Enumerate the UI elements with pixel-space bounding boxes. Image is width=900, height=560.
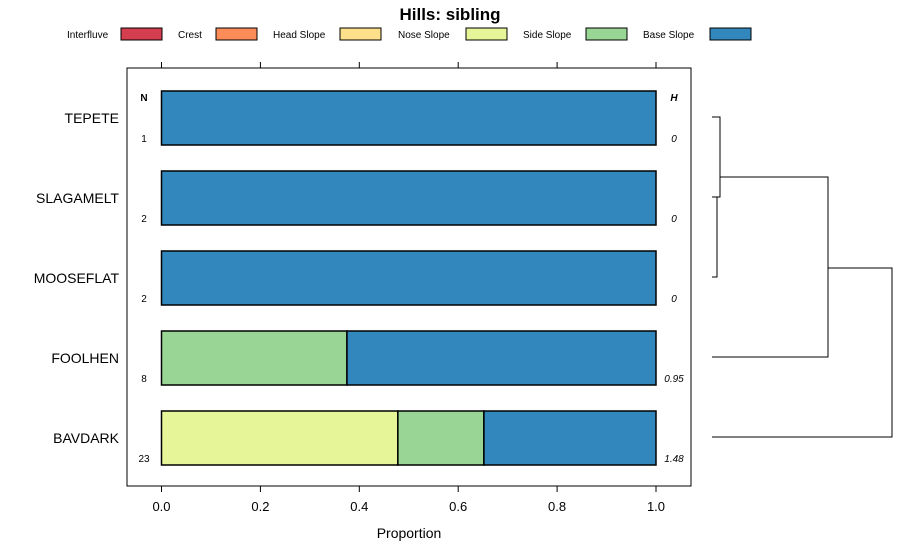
x-axis: 0.0 0.2 0.4 0.6 0.8 1.0: [152, 486, 665, 514]
plot-frame: [126, 67, 692, 487]
bar-tepete-base-slope: [160, 90, 657, 146]
category-labels: TEPETE SLAGAMELT MOOSEFLAT FOOLHEN BAVDARK: [34, 110, 120, 446]
bar-bavdark-nose-slope: [160, 410, 399, 466]
legend: Interfluve Crest Head Slope Nose Slope Side …: [67, 27, 752, 41]
category-label-slagamelt: SLAGAMELT: [36, 190, 119, 206]
x-tick-label-0-4: 0.4: [350, 499, 368, 514]
bar-bavdark-base-slope: [483, 410, 657, 466]
x-tick-label-0-2: 0.2: [251, 499, 269, 514]
dendro-link-root-bavdark: [712, 267, 893, 438]
dendrogram: [712, 116, 893, 438]
dendro-link-group-foolhen: [712, 176, 829, 358]
bar-foolhen-side-slope: [160, 330, 348, 386]
legend-label-crest: Crest: [178, 30, 202, 41]
bar-bavdark-side-slope: [397, 410, 485, 466]
legend-label-nose-slope: Nose Slope: [398, 30, 450, 41]
category-label-foolhen: FOOLHEN: [51, 350, 119, 366]
dendro-link-tepete-slagamelt: [712, 116, 721, 198]
h-value-bavdark: 1.48: [664, 454, 684, 465]
h-value-foolhen: 0.95: [664, 374, 684, 385]
n-value-tepete: 1: [141, 134, 147, 145]
legend-swatch-side-slope: [585, 27, 628, 41]
n-values: 1 2 2 8 23: [138, 134, 150, 465]
bar-slagamelt-base-slope: [160, 170, 657, 226]
bar-mooseflat-base-slope: [160, 250, 657, 306]
n-value-mooseflat: 2: [141, 294, 147, 305]
bar-foolhen-base-slope: [346, 330, 657, 386]
x-tick-label-0-8: 0.8: [548, 499, 566, 514]
legend-label-side-slope: Side Slope: [523, 30, 572, 41]
h-value-tepete: 0: [671, 134, 677, 145]
legend-swatch-head-slope: [339, 27, 382, 41]
chart-title: Hills: sibling: [399, 5, 500, 24]
dendro-link-slagamelt-mooseflat: [712, 196, 718, 278]
h-header: H: [670, 93, 678, 104]
x-tick-label-1: 1.0: [647, 499, 665, 514]
legend-swatch-nose-slope: [465, 27, 508, 41]
n-value-slagamelt: 2: [141, 214, 147, 225]
top-axis-ticks: [161, 62, 657, 68]
n-value-bavdark: 23: [138, 454, 150, 465]
h-value-slagamelt: 0: [671, 214, 677, 225]
legend-label-base-slope: Base Slope: [643, 30, 695, 41]
legend-label-head-slope: Head Slope: [273, 30, 326, 41]
legend-swatch-base-slope: [709, 27, 752, 41]
n-value-foolhen: 8: [141, 374, 147, 385]
x-tick-label-0: 0.0: [152, 499, 170, 514]
category-label-mooseflat: MOOSEFLAT: [34, 270, 120, 286]
x-axis-title: Proportion: [377, 525, 442, 541]
category-label-bavdark: BAVDARK: [53, 430, 120, 446]
x-tick-label-0-6: 0.6: [449, 499, 467, 514]
h-value-mooseflat: 0: [671, 294, 677, 305]
n-header: N: [140, 93, 147, 104]
bars: [160, 90, 657, 466]
legend-swatch-interfluve: [120, 27, 163, 41]
category-label-tepete: TEPETE: [65, 110, 119, 126]
h-values: 0 0 0 0.95 1.48: [664, 134, 684, 465]
legend-label-interfluve: Interfluve: [67, 30, 109, 41]
legend-swatch-crest: [215, 27, 258, 41]
